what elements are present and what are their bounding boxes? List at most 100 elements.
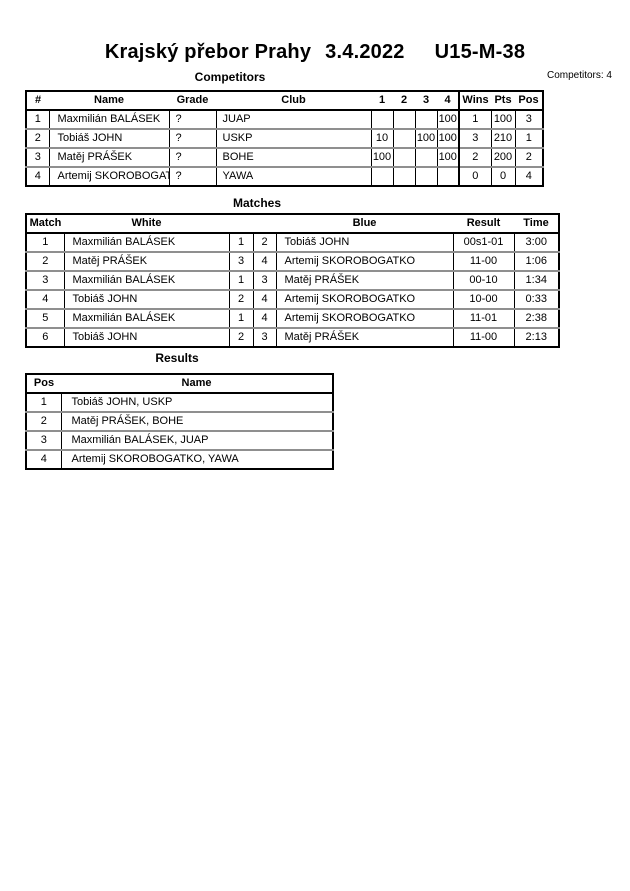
match-result: 00s1-01: [452, 232, 515, 252]
result-pos: 4: [25, 449, 62, 469]
matches-table: Match White Blue Result Time 1 Maxmilián…: [25, 213, 560, 348]
score-cell-4: 100: [436, 109, 460, 129]
matches-section-title: Matches: [232, 196, 282, 210]
score-cell-3: 100: [414, 128, 438, 148]
col-header-white-num: [229, 214, 253, 234]
match-number: 5: [25, 308, 65, 328]
score-cell-3: [414, 147, 438, 167]
score-cell-3: [414, 109, 438, 129]
col-header-3: 3: [415, 91, 437, 111]
match-row: 2 Matěj PRÁŠEK 3 4 Artemij SKOROBOGATKO …: [25, 251, 560, 271]
match-white-num: 1: [228, 308, 254, 328]
match-result: 10-00: [452, 289, 515, 309]
match-white-name: Maxmilián BALÁSEK: [63, 270, 230, 290]
match-number: 6: [25, 327, 65, 347]
col-header-pts: Pts: [491, 91, 515, 111]
match-blue-num: 2: [252, 232, 277, 252]
col-header-result: Result: [453, 214, 514, 234]
col-header-name: Name: [49, 91, 169, 111]
col-header-pos: Pos: [515, 91, 543, 111]
competitor-pts: 0: [490, 166, 516, 186]
col-header-pos: Pos: [26, 374, 61, 394]
match-blue-num: 4: [252, 308, 277, 328]
match-number: 2: [25, 251, 65, 271]
score-cell-1: [370, 109, 394, 129]
competitor-num: 2: [25, 128, 50, 148]
match-blue-name: Matěj PRÁŠEK: [275, 270, 454, 290]
col-header-2: 2: [393, 91, 415, 111]
competitor-name: Matěj PRÁŠEK: [48, 147, 170, 167]
match-number: 1: [25, 232, 65, 252]
competitor-num: 4: [25, 166, 50, 186]
competitor-grade: ?: [168, 166, 217, 186]
match-result: 11-00: [452, 327, 515, 347]
page-title: Krajský přebor Prahy 3.4.2022 U15-M-38: [0, 41, 630, 64]
match-time: 1:34: [513, 270, 560, 290]
title-category: U15-M-38: [434, 41, 526, 63]
score-cell-1: 10: [370, 128, 394, 148]
col-header-club: Club: [216, 91, 371, 111]
competitor-pts: 210: [490, 128, 516, 148]
result-name: Matěj PRÁŠEK, BOHE: [60, 411, 334, 431]
result-pos: 2: [25, 411, 62, 431]
match-white-num: 1: [228, 232, 254, 252]
competitors-header-row: # Name Grade Club 1 2 3 4 Wins Pts Pos: [26, 91, 543, 111]
col-header-white: White: [64, 214, 229, 234]
results-table: Pos Name 1 Tobiáš JOHN, USKP 2 Matěj PRÁ…: [25, 373, 334, 470]
competitor-wins: 1: [458, 109, 492, 129]
match-white-name: Matěj PRÁŠEK: [63, 251, 230, 271]
match-time: 2:38: [513, 308, 560, 328]
competitor-wins: 2: [458, 147, 492, 167]
competitor-club: JUAP: [215, 109, 372, 129]
col-header-match: Match: [26, 214, 64, 234]
competitor-row: 2 Tobiáš JOHN ? USKP 10 100 100 3 210 1: [25, 128, 544, 148]
col-header-name: Name: [61, 374, 333, 394]
match-result: 11-00: [452, 251, 515, 271]
col-header-blue: Blue: [276, 214, 453, 234]
title-date: 3.4.2022: [325, 41, 405, 63]
score-cell-1: [370, 166, 394, 186]
competitor-pts: 100: [490, 109, 516, 129]
result-pos: 1: [25, 392, 62, 412]
col-header-1: 1: [371, 91, 393, 111]
competitor-pos: 4: [514, 166, 544, 186]
match-white-name: Tobiáš JOHN: [63, 289, 230, 309]
match-white-num: 2: [228, 289, 254, 309]
competitors-count: Competitors: 4: [546, 70, 612, 81]
competitors-table: # Name Grade Club 1 2 3 4 Wins Pts Pos 1…: [25, 90, 544, 187]
match-white-name: Maxmilián BALÁSEK: [63, 232, 230, 252]
results-section-title: Results: [155, 351, 199, 365]
col-header-blue-num: [253, 214, 276, 234]
match-blue-name: Artemij SKOROBOGATKO: [275, 289, 454, 309]
score-cell-3: [414, 166, 438, 186]
competitor-wins: 0: [458, 166, 492, 186]
match-result: 11-01: [452, 308, 515, 328]
matches-header-row: Match White Blue Result Time: [26, 214, 559, 234]
result-name: Artemij SKOROBOGATKO, YAWA: [60, 449, 334, 469]
competitor-grade: ?: [168, 109, 217, 129]
competitor-pos: 2: [514, 147, 544, 167]
match-blue-num: 3: [252, 270, 277, 290]
match-blue-name: Matěj PRÁŠEK: [275, 327, 454, 347]
match-white-num: 1: [228, 270, 254, 290]
result-row: 2 Matěj PRÁŠEK, BOHE: [25, 411, 334, 431]
score-cell-4: [436, 166, 460, 186]
result-row: 1 Tobiáš JOHN, USKP: [25, 392, 334, 412]
match-row: 3 Maxmilián BALÁSEK 1 3 Matěj PRÁŠEK 00-…: [25, 270, 560, 290]
match-time: 3:00: [513, 232, 560, 252]
result-row: 3 Maxmilián BALÁSEK, JUAP: [25, 430, 334, 450]
match-blue-num: 4: [252, 251, 277, 271]
match-row: 6 Tobiáš JOHN 2 3 Matěj PRÁŠEK 11-00 2:1…: [25, 327, 560, 347]
competitor-name: Tobiáš JOHN: [48, 128, 170, 148]
match-white-name: Tobiáš JOHN: [63, 327, 230, 347]
title-event: Krajský přebor Prahy: [104, 41, 312, 63]
competitor-grade: ?: [168, 147, 217, 167]
match-blue-num: 3: [252, 327, 277, 347]
match-blue-name: Artemij SKOROBOGATKO: [275, 308, 454, 328]
col-header-4: 4: [437, 91, 459, 111]
competitor-wins: 3: [458, 128, 492, 148]
competitor-row: 1 Maxmilián BALÁSEK ? JUAP 100 1 100 3: [25, 109, 544, 129]
match-row: 5 Maxmilián BALÁSEK 1 4 Artemij SKOROBOG…: [25, 308, 560, 328]
results-header-row: Pos Name: [26, 374, 333, 394]
match-blue-num: 4: [252, 289, 277, 309]
